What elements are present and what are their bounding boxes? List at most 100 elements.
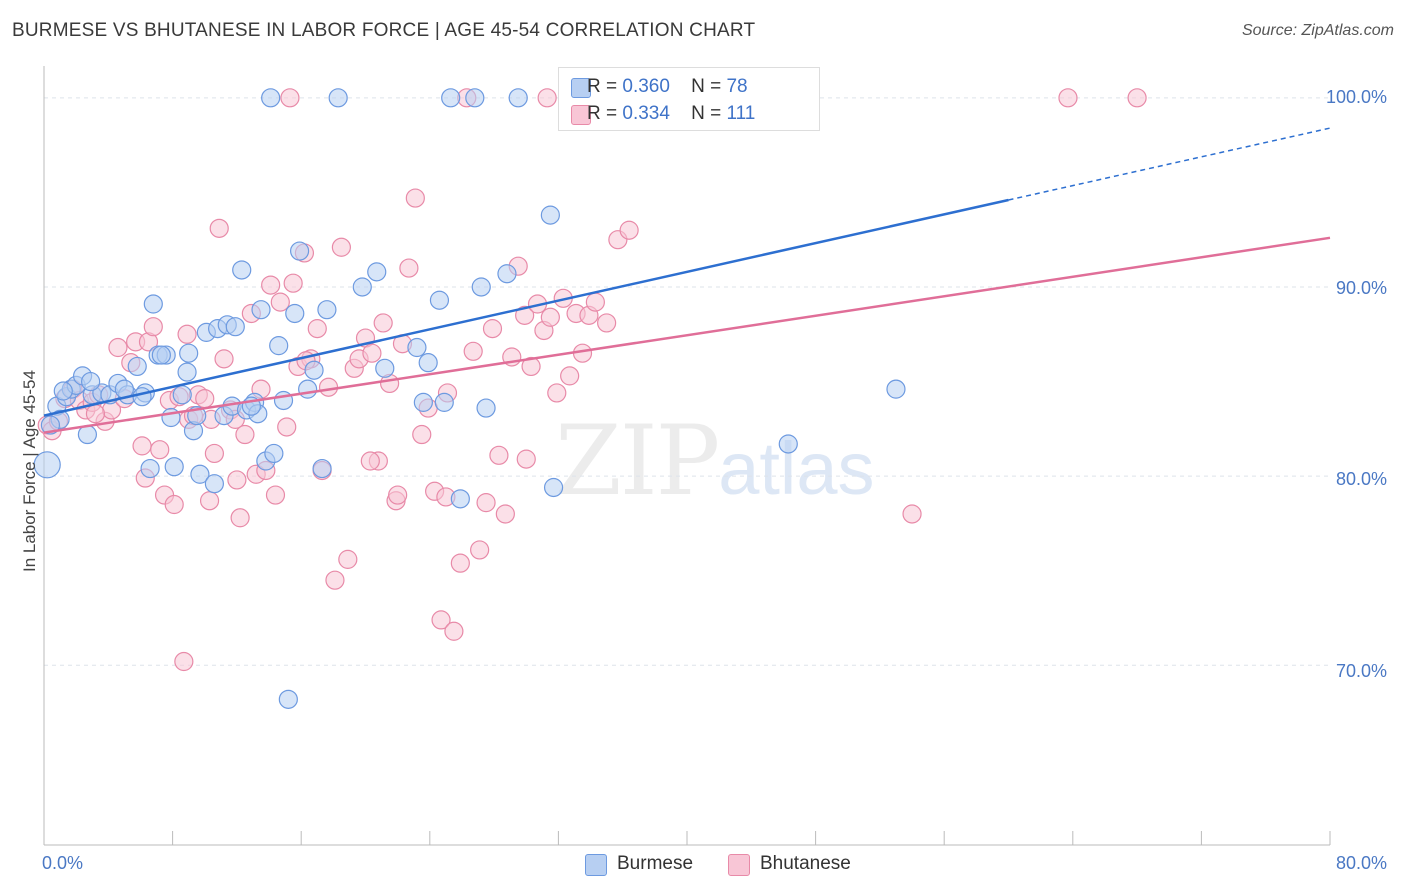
bhutanese-point <box>143 317 163 337</box>
stats-legend: R = 0.360 N = 78 R = 0.334 N = 111 <box>558 67 820 131</box>
bhutanese-point <box>195 388 215 409</box>
bhutanese-point <box>362 343 382 363</box>
bhutanese-point <box>85 404 106 424</box>
burmese-point <box>190 464 210 484</box>
burmese-point <box>164 457 184 477</box>
burmese-r-label: R = <box>587 76 618 97</box>
y-tick-label-80: 80.0% <box>1336 469 1388 489</box>
bhutanese-point <box>585 292 605 312</box>
bhutanese-point <box>1127 88 1147 108</box>
y-tick-label-90: 90.0% <box>1336 278 1388 298</box>
bhutanese-point <box>331 237 351 257</box>
burmese-series <box>33 88 906 709</box>
burmese-point <box>204 474 224 494</box>
bhutanese-point <box>516 449 536 469</box>
burmese-point <box>476 398 496 418</box>
bhutanese-point <box>338 549 358 569</box>
bhutanese-point <box>277 417 297 437</box>
burmese-point <box>81 371 101 392</box>
watermark-zip: ZIP <box>555 405 720 517</box>
burmese-point <box>151 345 171 365</box>
bhutanese-point <box>283 273 303 293</box>
burmese-point <box>261 88 281 108</box>
burmese-point <box>143 294 163 314</box>
burmese-point <box>497 264 517 284</box>
bhutanese-stats: R = 0.334 N = 111 <box>587 103 755 125</box>
burmese-trend-line <box>43 198 1009 417</box>
y-tick-label-70: 70.0% <box>1336 661 1388 681</box>
burmese-point <box>434 392 454 412</box>
burmese-trend-extension <box>1008 127 1331 201</box>
bhutanese-point <box>199 491 220 511</box>
bhutanese-point <box>405 188 425 208</box>
bhutanese-point <box>204 443 224 464</box>
burmese-point <box>450 489 470 509</box>
burmese-point <box>172 385 192 405</box>
burmese-point <box>225 317 245 337</box>
bhutanese-point <box>235 424 255 445</box>
bhutanese-point <box>261 275 281 295</box>
burmese-point <box>312 458 332 479</box>
burmese-point <box>53 381 73 401</box>
burmese-point <box>471 277 491 297</box>
burmese-point <box>543 477 564 498</box>
burmese-point <box>179 343 199 363</box>
bhutanese-point <box>360 451 380 471</box>
burmese-point <box>232 260 252 280</box>
bhutanese-point <box>318 377 339 397</box>
bhutanese-trend-line <box>43 236 1331 434</box>
bhutanese-point <box>164 494 184 515</box>
bhutanese-point <box>108 337 128 358</box>
y-axis-title: In Labor Force | Age 45-54 <box>20 370 39 572</box>
x-tick-label-max: 80.0% <box>1336 853 1388 873</box>
bhutanese-point <box>495 504 515 524</box>
bhutanese-point <box>227 470 247 490</box>
burmese-point <box>540 205 560 225</box>
burmese-point <box>429 290 450 310</box>
bhutanese-point <box>307 319 327 339</box>
burmese-point <box>367 262 387 282</box>
burmese-point <box>278 689 298 709</box>
burmese-point <box>413 392 433 412</box>
burmese-point <box>465 88 485 108</box>
bhutanese-point <box>444 621 464 641</box>
burmese-point <box>886 379 906 399</box>
bhutanese-point <box>902 504 922 524</box>
bhutanese-point <box>265 485 286 505</box>
burmese-n-value: 78 <box>726 76 748 97</box>
bhutanese-point <box>177 324 197 344</box>
bhutanese-point <box>412 424 432 445</box>
bhutanese-point <box>597 313 617 333</box>
bhutanese-point <box>450 553 470 573</box>
source-label: Source: ZipAtlas.com <box>1241 22 1394 39</box>
bhutanese-swatch <box>571 105 591 125</box>
burmese-point <box>298 379 318 399</box>
bhutanese-point <box>431 610 451 630</box>
burmese-point <box>375 358 395 378</box>
bhutanese-point <box>214 349 234 369</box>
bottom-legend-burmese: Burmese <box>617 853 694 874</box>
y-tick-label-100: 100.0% <box>1326 87 1388 107</box>
bhutanese-point <box>619 220 639 240</box>
bhutanese-point <box>470 540 490 560</box>
bottom-legend-bhutanese-swatch <box>728 854 750 876</box>
bhutanese-point <box>150 440 170 460</box>
bottom-legend-bhutanese: Bhutanese <box>760 853 851 874</box>
burmese-n-label: N = <box>691 76 722 97</box>
burmese-point <box>132 387 152 407</box>
bhutanese-point <box>1058 88 1078 108</box>
burmese-point <box>127 356 147 377</box>
burmese-point <box>304 360 324 380</box>
bhutanese-point <box>489 445 509 465</box>
bhutanese-n-label: N = <box>691 103 722 124</box>
bhutanese-point <box>560 366 580 386</box>
bhutanese-n-value: 111 <box>726 103 756 124</box>
burmese-point <box>269 336 289 356</box>
watermark: ZIPatlas <box>555 405 875 517</box>
burmese-point <box>418 353 438 373</box>
burmese-point <box>289 241 310 261</box>
bottom-legend-burmese-swatch <box>585 854 607 876</box>
bhutanese-point <box>280 88 300 108</box>
chart-title: BURMESE VS BHUTANESE IN LABOR FORCE | AG… <box>12 20 756 41</box>
bhutanese-point <box>373 313 393 333</box>
